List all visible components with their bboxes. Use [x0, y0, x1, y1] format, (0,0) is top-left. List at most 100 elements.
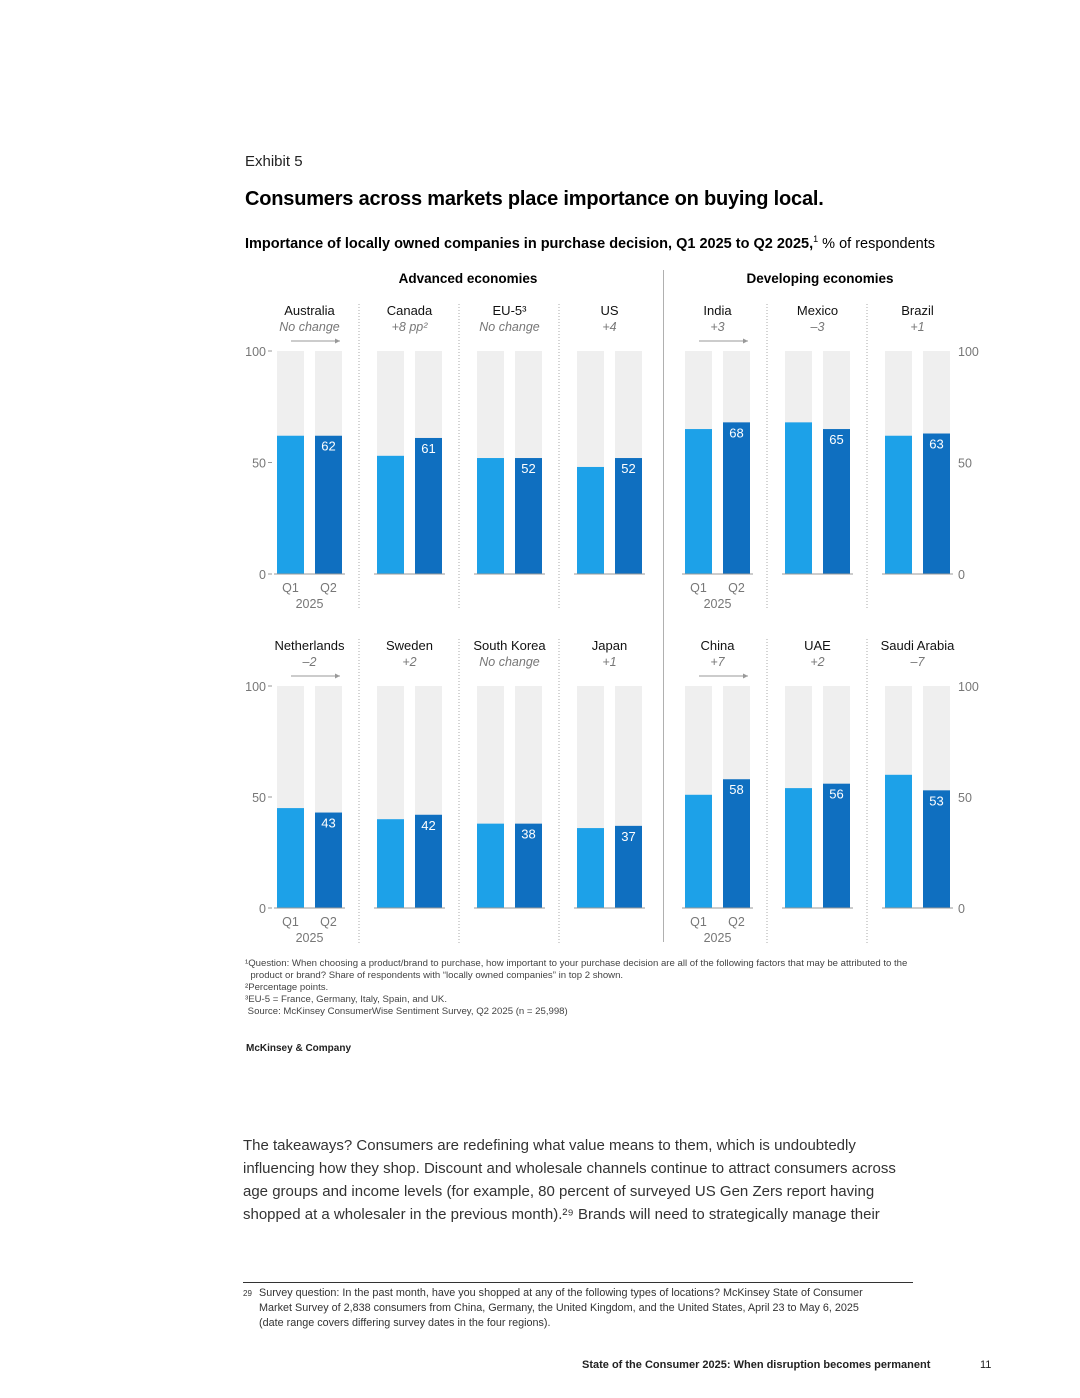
market-change: +4: [602, 320, 616, 334]
market-name: Sweden: [386, 638, 433, 653]
footnote-2: ²Percentage points.: [245, 982, 329, 993]
bar-q2-Mexico: [823, 429, 850, 574]
data-label-q2: 52: [521, 461, 535, 476]
y-tick-right: 0: [958, 902, 965, 916]
bar-q2-Netherlands: [315, 812, 342, 908]
bar-q1-India: [685, 429, 712, 574]
market-name: US: [600, 303, 618, 318]
page-number: 11: [980, 1359, 992, 1371]
market-change: –7: [910, 655, 926, 669]
bar-q1-Japan: [577, 828, 604, 908]
market-name: Brazil: [901, 303, 934, 318]
footnote-source: Source: McKinsey ConsumerWise Sentiment …: [245, 1006, 568, 1017]
footnote-29-number: 29: [243, 1289, 252, 1298]
market-name: South Korea: [473, 638, 546, 653]
data-label-q2: 63: [929, 437, 943, 452]
y-tick-left: 0: [259, 902, 266, 916]
footnote-1a: ¹Question: When choosing a product/brand…: [245, 958, 908, 969]
data-label-q2: 43: [321, 816, 335, 831]
data-label-q2: 52: [621, 461, 635, 476]
change-arrow-head: [335, 673, 340, 679]
brand-name: McKinsey & Company: [246, 1043, 352, 1054]
bar-q2-Japan: [615, 825, 642, 908]
data-label-q2: 42: [421, 818, 435, 833]
market-name: China: [701, 638, 736, 653]
footnote-29-line: (date range covers differing survey date…: [259, 1317, 551, 1329]
market-change: No change: [279, 320, 340, 334]
bar-q1-Brazil: [885, 435, 912, 574]
bar-q2-South Korea: [515, 823, 542, 908]
y-tick-right: 50: [958, 791, 972, 805]
market-change: +1: [910, 320, 924, 334]
data-label-q2: 68: [729, 425, 743, 440]
market-name: EU-5³: [493, 303, 528, 318]
body-line: influencing how they shop. Discount and …: [243, 1160, 896, 1177]
market-change: –2: [302, 655, 317, 669]
market-change: No change: [479, 320, 540, 334]
subtitle-bold: Importance of locally owned companies in…: [245, 235, 814, 252]
market-change: +8 pp²: [392, 320, 429, 334]
chart-title: Consumers across markets place importanc…: [245, 188, 824, 210]
market-name: Saudi Arabia: [881, 638, 955, 653]
bar-q1-EU-5³: [477, 458, 504, 574]
change-arrow-head: [743, 673, 748, 679]
q2-label: Q2: [320, 915, 337, 929]
group-label-developing: Developing economies: [746, 271, 894, 286]
chart-subtitle: Importance of locally owned companies in…: [245, 234, 935, 252]
bar-q2-China: [723, 779, 750, 908]
q1-label: Q1: [282, 915, 299, 929]
market-change: +2: [810, 655, 824, 669]
y-tick-right: 0: [958, 568, 965, 582]
q1-label: Q1: [690, 581, 707, 595]
year-label: 2025: [704, 931, 732, 945]
q1-label: Q1: [282, 581, 299, 595]
bar-q1-UAE: [785, 788, 812, 908]
y-tick-right: 100: [958, 680, 979, 694]
bar-q2-EU-5³: [515, 458, 542, 574]
year-label: 2025: [704, 597, 732, 611]
market-change: –3: [810, 320, 825, 334]
bar-q1-Saudi Arabia: [885, 774, 912, 908]
bar-q1-Netherlands: [277, 808, 304, 908]
bar-q2-US: [615, 458, 642, 574]
y-tick-right: 50: [958, 457, 972, 471]
group-divider: [663, 270, 664, 942]
bar-q2-UAE: [823, 783, 850, 908]
q2-label: Q2: [320, 581, 337, 595]
bar-q2-India: [723, 422, 750, 574]
y-tick-right: 100: [958, 345, 979, 359]
bar-q2-Canada: [415, 437, 442, 574]
year-label: 2025: [296, 597, 324, 611]
bar-q1-Canada: [377, 455, 404, 574]
footnote-rule: [243, 1282, 913, 1283]
group-label-advanced: Advanced economies: [398, 271, 538, 286]
change-arrow-head: [743, 338, 748, 344]
bar-q1-US: [577, 466, 604, 574]
y-tick-left: 50: [252, 791, 266, 805]
change-arrow-head: [335, 338, 340, 344]
q2-label: Q2: [728, 581, 745, 595]
bar-q1-China: [685, 794, 712, 908]
body-paragraph: The takeaways? Consumers are redefining …: [243, 1134, 903, 1226]
data-label-q2: 58: [729, 782, 743, 797]
year-label: 2025: [296, 931, 324, 945]
data-label-q2: 61: [421, 441, 435, 456]
footnote-29-line: Survey question: In the past month, have…: [259, 1287, 863, 1299]
data-label-q2: 65: [829, 432, 843, 447]
bar-q1-Australia: [277, 435, 304, 574]
body-line: The takeaways? Consumers are redefining …: [243, 1137, 856, 1154]
market-name: Japan: [592, 638, 627, 653]
data-label-q2: 62: [321, 439, 335, 454]
market-name: Netherlands: [274, 638, 345, 653]
footnote-1b: product or brand? Share of respondents w…: [245, 970, 624, 981]
page-footer-title: State of the Consumer 2025: When disrupt…: [582, 1359, 931, 1371]
chart-footnotes: ¹Question: When choosing a product/brand…: [245, 958, 975, 1018]
y-tick-left: 100: [245, 680, 266, 694]
data-label-q2: 38: [521, 827, 535, 842]
market-change: +2: [402, 655, 416, 669]
bar-q1-Sweden: [377, 819, 404, 908]
market-change: +7: [710, 655, 725, 669]
y-tick-left: 0: [259, 568, 266, 582]
bar-q1-South Korea: [477, 823, 504, 908]
